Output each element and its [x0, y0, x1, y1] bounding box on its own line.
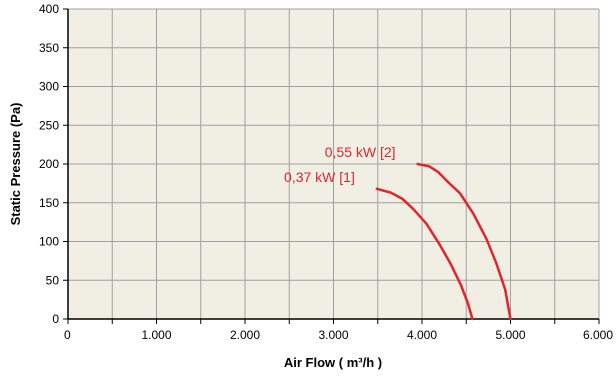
- series-line-1: [375, 187, 474, 321]
- tick-labels: 0 50 100 150 200 250 300 350 400 0 1.000 2.000 3.000…: [39, 2, 613, 342]
- x-tick-label: 3.000: [318, 328, 348, 342]
- y-tick-label: 150: [39, 196, 59, 210]
- y-axis-title: Static Pressure (Pa): [8, 103, 23, 226]
- x-tick-label: 0: [64, 328, 71, 342]
- x-tick-label: 5.000: [495, 328, 525, 342]
- y-tick-label: 200: [39, 157, 59, 171]
- y-tick-label: 100: [39, 235, 59, 249]
- series-label-2: 0,55 kW [2]: [325, 144, 396, 160]
- y-tick-label: 50: [46, 273, 60, 287]
- x-tick-label: 6.000: [583, 328, 613, 342]
- x-tick-label: 1.000: [141, 328, 171, 342]
- y-tick-label: 350: [39, 41, 59, 55]
- series-label-1: 0,37 kW [1]: [284, 169, 355, 185]
- y-tick-label: 0: [52, 312, 59, 326]
- series-labels: 0,37 kW [1] 0,55 kW [2]: [284, 144, 396, 185]
- x-tick-label: 4.000: [407, 328, 437, 342]
- y-tick-label: 250: [39, 118, 59, 132]
- series-line-2: [416, 162, 512, 321]
- y-tick-label: 300: [39, 80, 59, 94]
- x-tick-label: 2.000: [230, 328, 260, 342]
- x-axis-title: Air Flow ( m³/h ): [284, 355, 382, 370]
- y-tick-label: 400: [39, 2, 59, 16]
- series: [375, 162, 512, 321]
